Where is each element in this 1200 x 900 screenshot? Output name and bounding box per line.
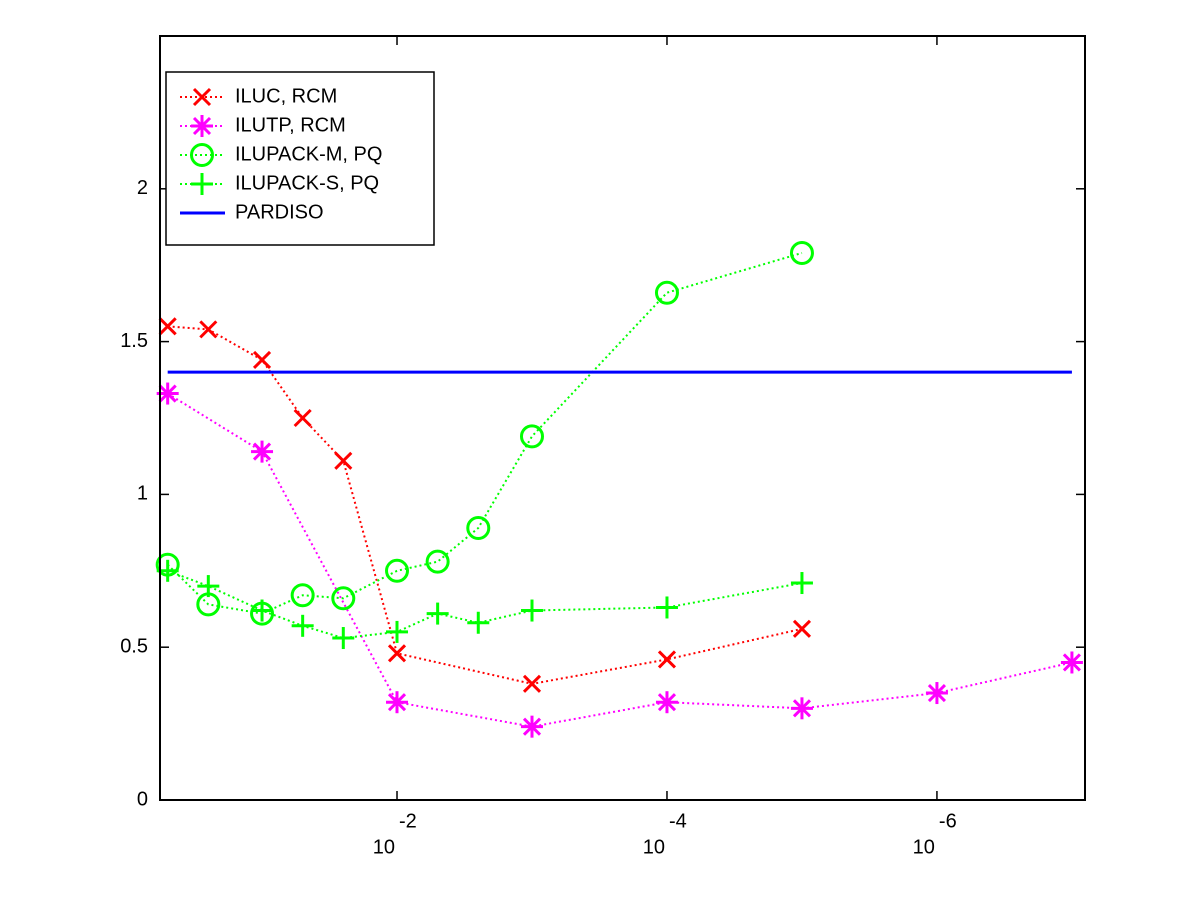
data-point <box>655 596 678 619</box>
legend-label: ILUC, RCM <box>235 85 337 107</box>
data-point <box>385 558 410 583</box>
data-point <box>199 320 218 339</box>
data-point <box>790 572 813 595</box>
legend-marker <box>190 143 214 167</box>
marker-stroke <box>792 699 812 718</box>
data-point <box>158 317 177 336</box>
legend-marker <box>191 115 213 137</box>
data-point <box>334 451 353 470</box>
marker-stroke <box>252 442 272 461</box>
y-tick-label: 1 <box>137 483 148 505</box>
axes-frame <box>159 35 1086 801</box>
series-line <box>167 392 1073 728</box>
marker-stroke <box>190 143 214 167</box>
marker-stroke <box>192 87 212 107</box>
data-point <box>657 650 677 669</box>
data-point <box>425 549 450 574</box>
legend: ILUC, RCM ILUTP, RCM ILUPACK-M, PQ ILUPACK-… <box>165 71 435 246</box>
data-point <box>522 674 542 693</box>
data-point <box>426 602 449 625</box>
marker-stroke <box>252 350 272 369</box>
data-point <box>790 697 813 720</box>
marker-stroke <box>466 516 491 541</box>
marker-stroke <box>385 558 410 583</box>
data-point <box>291 614 314 637</box>
data-point <box>332 627 355 650</box>
marker-stroke <box>387 693 407 712</box>
series-line <box>166 252 803 615</box>
data-point <box>251 599 274 622</box>
marker-stroke <box>657 693 677 712</box>
x-tick-exponent: -6 <box>939 810 957 832</box>
y-tick-label: 2 <box>137 177 148 199</box>
marker-stroke <box>519 424 544 449</box>
data-point <box>386 620 409 643</box>
y-tick-label: 0.5 <box>120 635 148 657</box>
marker-stroke <box>199 320 218 339</box>
data-point <box>290 583 315 608</box>
marker-stroke <box>927 683 946 703</box>
marker-stroke <box>293 408 312 428</box>
y-tick-label: 0 <box>137 788 148 810</box>
legend-label: ILUTP, RCM <box>235 114 346 136</box>
marker-stroke <box>792 619 812 638</box>
legend-label: PARDISO <box>235 201 324 223</box>
y-tick-label: 1.5 <box>120 330 148 352</box>
legend-marker <box>191 173 213 195</box>
x-tick-exponent: -4 <box>669 810 687 832</box>
data-point <box>519 424 544 449</box>
marker-stroke <box>387 644 407 663</box>
marker-stroke <box>334 451 353 470</box>
marker-stroke <box>192 116 212 136</box>
marker-stroke <box>290 583 315 608</box>
x-tick-exponent: -2 <box>399 810 417 832</box>
marker-stroke <box>654 280 679 305</box>
marker-stroke <box>425 549 450 574</box>
data-point <box>520 715 543 738</box>
data-point <box>331 586 356 611</box>
data-point <box>467 611 490 634</box>
data-point <box>293 408 312 428</box>
marker-stroke <box>1062 653 1081 672</box>
marker-stroke <box>158 384 177 403</box>
data-point <box>252 350 272 369</box>
data-point <box>789 240 814 265</box>
marker-stroke <box>331 586 356 611</box>
data-point <box>654 280 679 305</box>
data-point <box>792 619 812 638</box>
data-point <box>520 599 543 622</box>
data-point <box>386 691 409 714</box>
data-point <box>925 682 948 705</box>
data-point <box>466 516 491 541</box>
data-point <box>387 644 407 663</box>
data-point <box>197 575 220 598</box>
marker-stroke <box>657 650 677 669</box>
marker-stroke <box>522 674 542 693</box>
x-tick-label: 10 <box>373 836 395 858</box>
marker-stroke <box>158 317 177 336</box>
x-tick-label: 10 <box>913 836 935 858</box>
data-point <box>251 440 274 463</box>
marker-stroke <box>789 240 814 265</box>
x-tick-label: 10 <box>643 836 665 858</box>
marker-stroke <box>522 717 542 736</box>
data-point <box>655 691 678 714</box>
legend-marker <box>192 87 212 107</box>
legend-label: ILUPACK-S, PQ <box>235 172 379 194</box>
series-line <box>167 325 803 685</box>
legend-label: ILUPACK-M, PQ <box>235 143 382 165</box>
data-point <box>1060 651 1083 674</box>
